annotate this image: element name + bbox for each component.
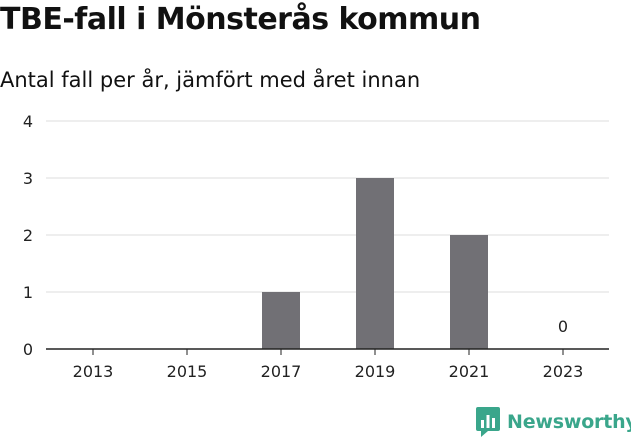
bar-2021	[450, 235, 488, 349]
y-tick-label: 0	[23, 340, 33, 359]
y-tick-label: 4	[23, 112, 33, 131]
x-tick-label: 2021	[449, 362, 490, 381]
logo-text: Newsworthy	[507, 411, 631, 433]
newsworthy-logo: Newsworthy	[476, 407, 631, 437]
bars	[262, 178, 488, 349]
x-tick-label: 2023	[543, 362, 584, 381]
axes	[46, 348, 609, 355]
labels: 0 1 2 3 4 2013 2015 2017 2019 2021 2023 0	[23, 112, 584, 381]
data-label-2023: 0	[558, 317, 568, 336]
bar-2017	[262, 292, 300, 349]
x-tick-label: 2019	[355, 362, 396, 381]
bar-2019	[356, 178, 394, 349]
y-tick-label: 2	[23, 226, 33, 245]
newsworthy-chart-icon	[476, 407, 500, 437]
x-tick-label: 2017	[261, 362, 302, 381]
y-tick-label: 3	[23, 169, 33, 188]
gridlines	[46, 120, 609, 293]
x-tick-label: 2013	[73, 362, 114, 381]
x-tick-label: 2015	[167, 362, 208, 381]
chart-subtitle: Antal fall per år, jämfört med året inna…	[0, 68, 421, 92]
y-tick-label: 1	[23, 283, 33, 302]
chart-title: TBE-fall i Mönsterås kommun	[0, 2, 481, 37]
